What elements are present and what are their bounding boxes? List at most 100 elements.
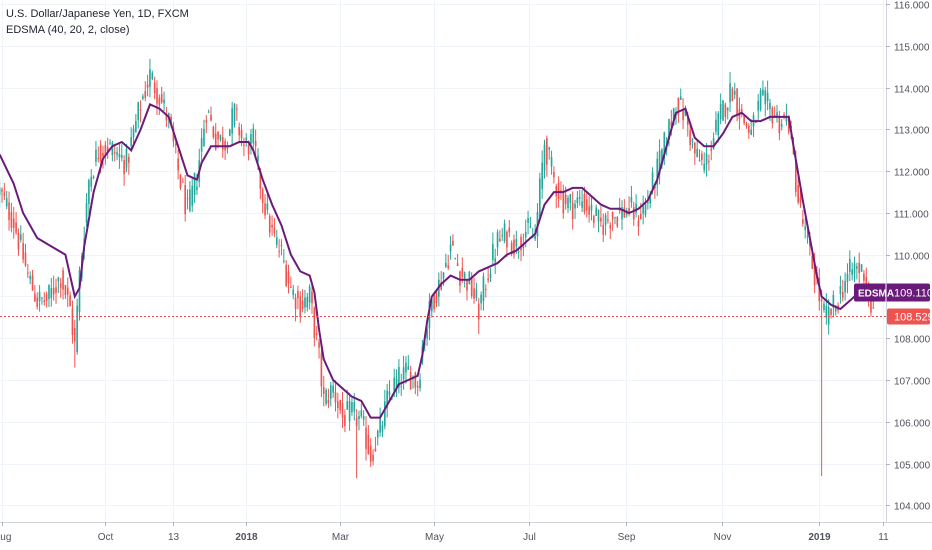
candle-body xyxy=(773,114,776,117)
candle-body xyxy=(522,244,525,249)
candle-body xyxy=(186,198,189,200)
candle-body xyxy=(167,113,170,116)
candle-body xyxy=(639,213,642,220)
candle-body xyxy=(614,216,616,218)
candle-body xyxy=(569,194,572,203)
candle-body xyxy=(679,96,682,100)
candle-body xyxy=(398,367,400,388)
candle-body xyxy=(266,203,269,210)
candle-body xyxy=(496,232,499,248)
candle-body xyxy=(628,208,630,213)
candle-body xyxy=(341,403,344,418)
candle-body xyxy=(386,390,388,408)
candle-body xyxy=(290,287,292,289)
price-tick-label: 115.000 xyxy=(894,43,930,54)
candle-body xyxy=(656,158,659,185)
candle-body xyxy=(600,217,602,222)
candle-body xyxy=(31,275,34,291)
candle-body xyxy=(722,100,724,121)
candle-body xyxy=(34,293,36,302)
candle-body xyxy=(203,128,205,147)
candle-body xyxy=(736,88,738,116)
time-axis[interactable]: Aug Oct 13 2018 Mar May Jul Sep Nov 2019 11 xyxy=(0,522,889,543)
candle-body xyxy=(588,206,590,215)
candle-body xyxy=(762,89,764,96)
candle-body xyxy=(165,114,168,121)
candle-body xyxy=(604,215,607,225)
candle-body xyxy=(299,296,302,318)
edsma-line xyxy=(0,103,874,419)
candle-body xyxy=(802,219,804,224)
candle-body xyxy=(701,153,703,161)
candle-body xyxy=(489,273,492,279)
candle-body xyxy=(757,100,760,111)
candle-body xyxy=(50,287,53,298)
candle-body xyxy=(294,297,297,310)
candle-body xyxy=(499,238,501,242)
candle-body xyxy=(8,202,10,221)
indicator-title[interactable]: EDSMA (40, 20, 2, close) xyxy=(6,24,130,36)
candle-body xyxy=(583,193,586,213)
candle-body xyxy=(813,262,816,286)
candle-body xyxy=(456,263,459,266)
candle-body xyxy=(839,285,842,294)
candle-body xyxy=(844,280,846,293)
candle-body xyxy=(273,227,276,234)
candle-body xyxy=(609,225,612,229)
candle-body xyxy=(567,197,569,209)
price-tick-label: 113.000 xyxy=(894,126,930,137)
candle-body xyxy=(590,204,593,211)
last-price-value: 108.529 xyxy=(894,312,932,324)
candle-body xyxy=(332,385,334,393)
candle-body xyxy=(189,189,191,211)
candle-body xyxy=(564,194,567,205)
candle-body xyxy=(480,294,482,304)
candle-body xyxy=(799,197,802,204)
candle-body xyxy=(776,112,778,118)
candle-body xyxy=(623,207,626,218)
candle-body xyxy=(337,401,339,408)
candle-body xyxy=(856,266,858,269)
candle-body xyxy=(769,102,771,110)
candle-body xyxy=(374,448,377,452)
candle-body xyxy=(102,152,104,157)
candle-body xyxy=(576,197,579,204)
candle-body xyxy=(97,158,100,160)
candle-body xyxy=(548,147,551,150)
candle-body xyxy=(668,119,670,140)
candle-body xyxy=(748,125,750,133)
candle-body xyxy=(477,303,480,320)
candle-body xyxy=(306,297,309,308)
candle-body xyxy=(182,181,184,183)
price-axis[interactable]: 104.000105.000106.000107.000108.000109.0… xyxy=(886,1,931,513)
candle-body xyxy=(217,131,219,140)
candle-body xyxy=(327,399,330,404)
candle-body xyxy=(506,231,508,248)
candle-body xyxy=(88,180,90,204)
candle-body xyxy=(268,216,271,233)
candle-body xyxy=(524,232,527,238)
candle-body xyxy=(315,333,318,336)
candle-body xyxy=(339,399,342,411)
candle-body xyxy=(17,233,20,250)
candle-body xyxy=(846,273,849,282)
candle-body xyxy=(426,329,428,339)
candle-body xyxy=(717,113,720,136)
candle-body xyxy=(440,282,442,290)
candle-body xyxy=(468,271,471,285)
symbol-title[interactable]: U.S. Dollar/Japanese Yen, 1D, FXCM xyxy=(6,8,189,20)
candle-body xyxy=(452,240,454,246)
candle-body xyxy=(38,291,41,301)
candle-body xyxy=(283,260,285,262)
candle-body xyxy=(578,197,581,199)
candle-body xyxy=(698,160,701,162)
candle-body xyxy=(120,155,123,159)
candle-body xyxy=(654,186,656,189)
candle-body xyxy=(454,257,457,259)
price-tick-label: 111.000 xyxy=(894,210,929,221)
candle-body xyxy=(764,90,767,105)
time-tick-label: Mar xyxy=(332,532,350,543)
candle-body xyxy=(794,159,797,192)
candle-body xyxy=(367,434,370,454)
